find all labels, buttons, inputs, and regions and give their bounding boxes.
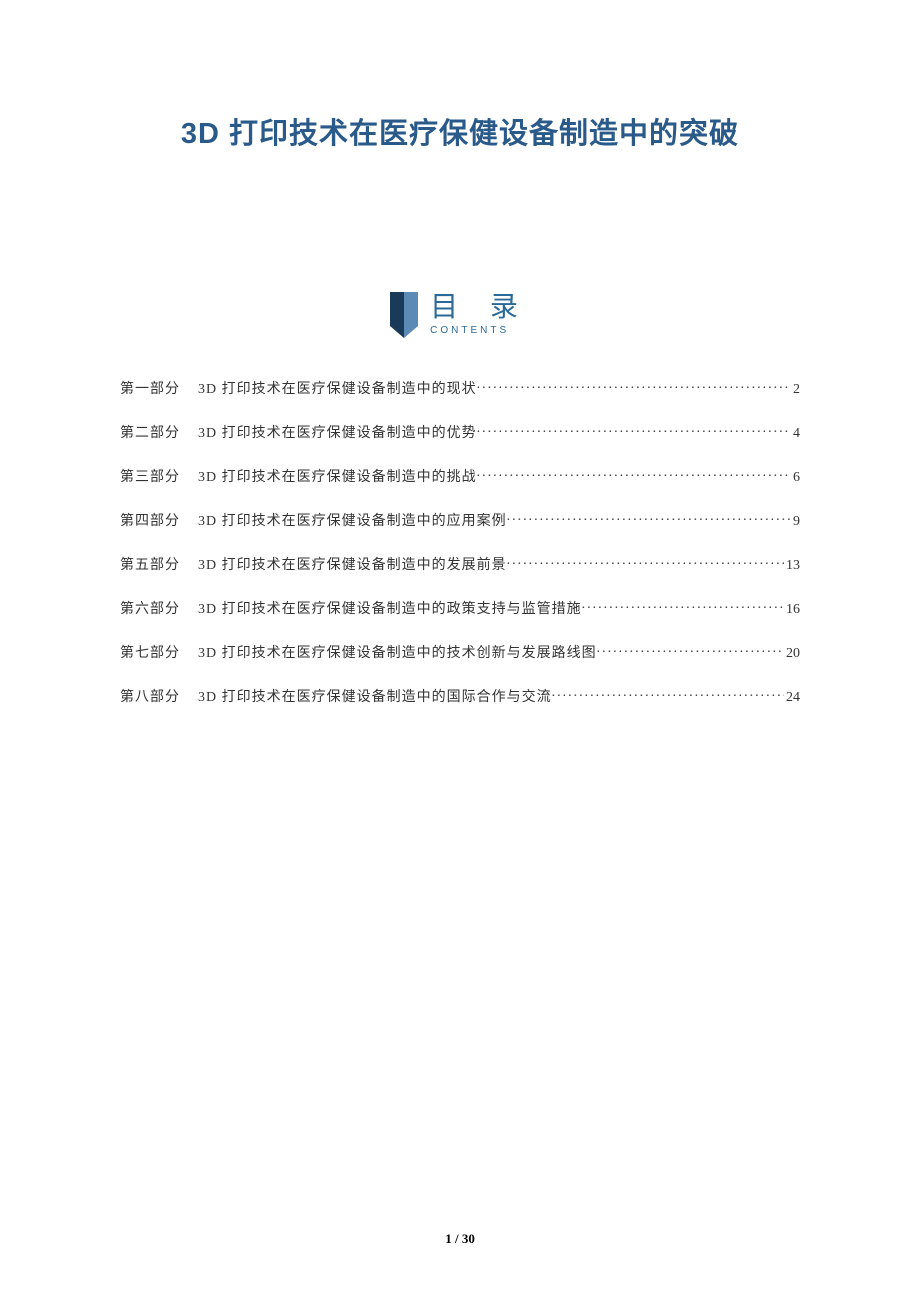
toc-text: 3D 打印技术在医疗保健设备制造中的政策支持与监管措施 (198, 598, 582, 618)
toc-row[interactable]: 第三部分 3D 打印技术在医疗保健设备制造中的挑战 6 (120, 466, 800, 486)
toc-dots (597, 643, 784, 657)
toc-part: 第七部分 (120, 642, 180, 662)
toc-dots (477, 379, 791, 393)
toc-row[interactable]: 第五部分 3D 打印技术在医疗保健设备制造中的发展前景 13 (120, 554, 800, 574)
toc-dots (507, 555, 784, 569)
toc-text: 3D 打印技术在医疗保健设备制造中的现状 (198, 378, 477, 398)
page-sep: / (452, 1231, 462, 1246)
toc-page: 6 (791, 470, 800, 486)
toc-page: 2 (791, 382, 800, 398)
toc-row[interactable]: 第八部分 3D 打印技术在医疗保健设备制造中的国际合作与交流 24 (120, 686, 800, 706)
toc-label: 目 录 CONTENTS (430, 292, 530, 336)
toc-part: 第三部分 (120, 466, 180, 486)
toc-list: 第一部分 3D 打印技术在医疗保健设备制造中的现状 2 第二部分 3D 打印技术… (120, 378, 800, 706)
toc-dots (552, 687, 784, 701)
toc-page: 24 (784, 690, 800, 706)
toc-text: 3D 打印技术在医疗保健设备制造中的挑战 (198, 466, 477, 486)
toc-part: 第五部分 (120, 554, 180, 574)
toc-label-cn: 目 录 (430, 292, 530, 323)
toc-page: 4 (791, 426, 800, 442)
toc-text: 3D 打印技术在医疗保健设备制造中的技术创新与发展路线图 (198, 642, 597, 662)
toc-part: 第八部分 (120, 686, 180, 706)
toc-header: 目 录 CONTENTS (120, 292, 800, 338)
toc-text: 3D 打印技术在医疗保健设备制造中的发展前景 (198, 554, 507, 574)
toc-label-en: CONTENTS (430, 325, 509, 336)
toc-row[interactable]: 第七部分 3D 打印技术在医疗保健设备制造中的技术创新与发展路线图 20 (120, 642, 800, 662)
toc-row[interactable]: 第六部分 3D 打印技术在医疗保健设备制造中的政策支持与监管措施 16 (120, 598, 800, 618)
toc-page: 20 (784, 646, 800, 662)
toc-part: 第二部分 (120, 422, 180, 442)
toc-page: 13 (784, 558, 800, 574)
toc-row[interactable]: 第二部分 3D 打印技术在医疗保健设备制造中的优势 4 (120, 422, 800, 442)
toc-text: 3D 打印技术在医疗保健设备制造中的优势 (198, 422, 477, 442)
page: 3D 打印技术在医疗保健设备制造中的突破 目 录 CONTENTS 第一部分 3… (0, 0, 920, 1302)
toc-row[interactable]: 第一部分 3D 打印技术在医疗保健设备制造中的现状 2 (120, 378, 800, 398)
toc-dots (507, 511, 791, 525)
toc-dots (477, 467, 791, 481)
toc-dots (582, 599, 784, 613)
toc-page: 9 (791, 514, 800, 530)
toc-part: 第六部分 (120, 598, 180, 618)
toc-page: 16 (784, 602, 800, 618)
toc-text: 3D 打印技术在医疗保健设备制造中的应用案例 (198, 510, 507, 530)
toc-row[interactable]: 第四部分 3D 打印技术在医疗保健设备制造中的应用案例 9 (120, 510, 800, 530)
page-footer: 1 / 30 (0, 1231, 920, 1247)
toc-part: 第四部分 (120, 510, 180, 530)
toc-part: 第一部分 (120, 378, 180, 398)
toc-text: 3D 打印技术在医疗保健设备制造中的国际合作与交流 (198, 686, 552, 706)
toc-icon (390, 292, 418, 338)
toc-dots (477, 423, 791, 437)
document-title: 3D 打印技术在医疗保健设备制造中的突破 (120, 110, 800, 152)
page-total: 30 (462, 1231, 475, 1246)
